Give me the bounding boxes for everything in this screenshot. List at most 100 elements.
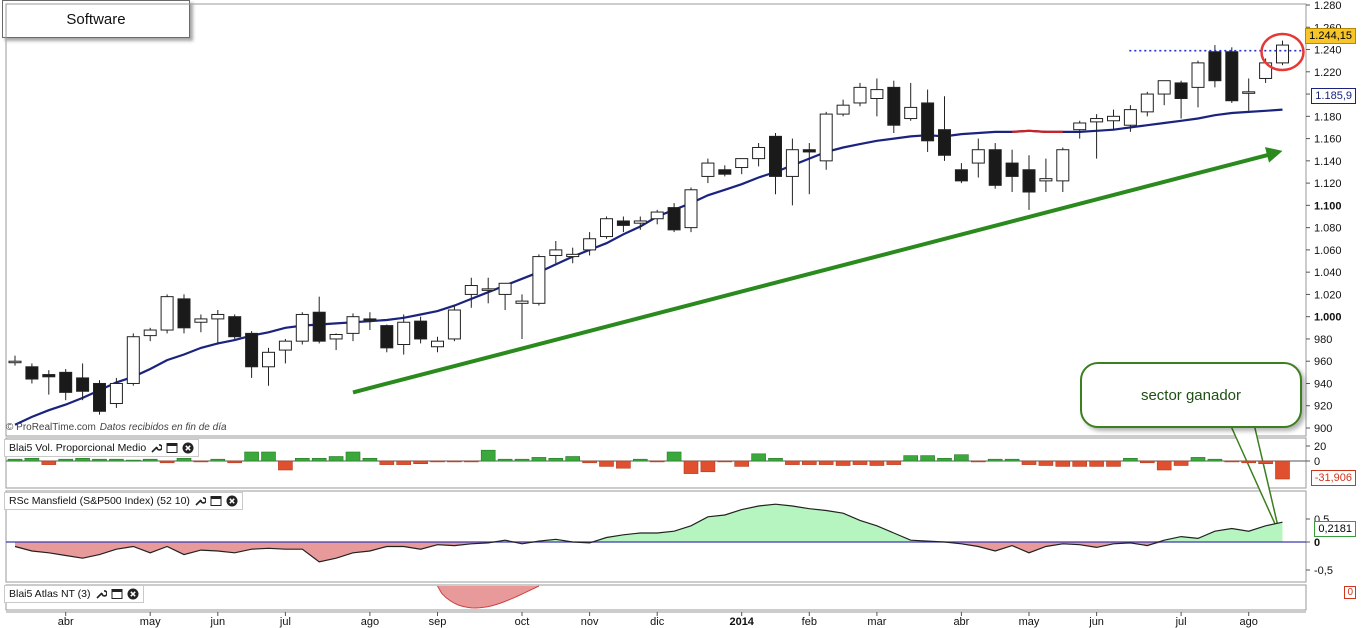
x-tick-label: jul xyxy=(1175,616,1187,628)
candle-up xyxy=(870,89,884,100)
atlas-last-badge: 0 xyxy=(1344,586,1356,599)
candle-up xyxy=(752,146,766,160)
volume-bar-down xyxy=(599,460,614,467)
candle-up xyxy=(549,249,563,256)
rsc-panel-header: RSc Mansfield (S&P500 Index) (52 10) xyxy=(4,492,243,510)
candle-up xyxy=(1123,109,1137,126)
candle-up xyxy=(1242,91,1256,94)
atlas-panel-header: Blai5 Atlas NT (3) xyxy=(4,585,144,603)
candle-up xyxy=(904,106,918,120)
candle-down xyxy=(988,149,1002,186)
x-tick-label: jul xyxy=(279,616,291,628)
candle-down xyxy=(25,366,39,380)
candle-down xyxy=(380,325,394,349)
close-icon[interactable] xyxy=(226,495,238,507)
candle-down xyxy=(363,318,377,321)
candle-up xyxy=(1276,44,1289,64)
volume-bar-up xyxy=(109,458,124,462)
candle-down xyxy=(245,332,259,368)
window-icon[interactable] xyxy=(166,442,178,454)
y-tick-label: 1.220 xyxy=(1314,67,1342,79)
candle-up xyxy=(397,321,411,346)
annotation-callout: sector ganador xyxy=(1080,362,1302,428)
volume-bar-down xyxy=(734,460,750,467)
candle-up xyxy=(447,309,461,340)
candle-up xyxy=(126,336,140,384)
volume-bar-down xyxy=(227,460,242,464)
trendline-arrowhead xyxy=(1265,147,1283,163)
wrench-icon[interactable] xyxy=(95,588,107,600)
volume-bar-up xyxy=(126,459,141,462)
volume-bar-down xyxy=(430,460,445,463)
volume-tick-label: 20 xyxy=(1314,441,1326,453)
volume-bar-down xyxy=(41,460,57,465)
volume-bar-down xyxy=(616,460,631,469)
panel-frame xyxy=(5,437,1307,489)
candle-up xyxy=(1191,62,1205,88)
y-tick-label: 1.140 xyxy=(1314,156,1342,168)
volume-bar-down xyxy=(801,460,817,465)
x-tick-label: oct xyxy=(515,616,530,628)
candle-up xyxy=(498,282,512,295)
volume-bar-up xyxy=(497,458,513,462)
x-tick-label: may xyxy=(1019,616,1040,628)
panel-frame xyxy=(5,490,1307,583)
candle-up xyxy=(1073,122,1087,131)
candle-up xyxy=(1107,115,1120,122)
rsc-negative-area xyxy=(15,542,1283,562)
volume-bar-down xyxy=(1106,460,1121,467)
volume-bar-up xyxy=(548,457,564,462)
candle-down xyxy=(1022,169,1036,193)
wrench-icon[interactable] xyxy=(150,442,163,454)
volume-bar-down xyxy=(1173,460,1189,466)
y-tick-label: 920 xyxy=(1314,401,1332,413)
volume-bar-up xyxy=(7,458,23,462)
candle-down xyxy=(616,220,630,226)
volume-bar-up xyxy=(142,458,158,462)
candle-down xyxy=(769,135,782,177)
volume-bar-up xyxy=(632,458,648,462)
candle-up xyxy=(633,220,647,224)
candle-up xyxy=(346,316,360,334)
candle-up xyxy=(853,86,867,104)
wrench-icon[interactable] xyxy=(194,495,206,507)
x-tick-label: abr xyxy=(58,616,74,628)
candle-up xyxy=(464,285,478,295)
volume-bar-up xyxy=(514,458,530,462)
candle-up xyxy=(1157,80,1171,95)
volume-panel-label: Blai5 Vol. Proporcional Medio xyxy=(9,442,147,454)
x-tick-label: jun xyxy=(1088,616,1104,628)
close-icon[interactable] xyxy=(182,442,194,454)
y-tick-label: 1.000 xyxy=(1314,312,1342,324)
ma-price-badge: 1.185,9 xyxy=(1311,88,1356,104)
x-tick-label: ago xyxy=(361,616,379,628)
y-tick-label: 1.100 xyxy=(1314,200,1342,212)
volume-bar-up xyxy=(261,451,276,462)
rsc-last-badge: 0,2181 xyxy=(1314,521,1356,537)
candle-up xyxy=(295,313,309,342)
candle-up xyxy=(1140,93,1154,113)
x-tick-label: may xyxy=(140,616,161,628)
candle-down xyxy=(312,311,326,342)
candle-up xyxy=(160,296,174,331)
close-icon[interactable] xyxy=(127,588,139,600)
volume-bar-down xyxy=(970,460,986,463)
volume-bar-down xyxy=(1072,460,1087,467)
candle-up xyxy=(211,313,225,320)
price-panel xyxy=(8,32,1305,536)
volume-bar-down xyxy=(1156,460,1172,471)
window-icon[interactable] xyxy=(210,495,222,507)
window-icon[interactable] xyxy=(111,588,123,600)
candle-up xyxy=(262,351,275,368)
moving-average-line xyxy=(14,108,1283,426)
volume-bar-up xyxy=(565,456,581,462)
candle-down xyxy=(1208,51,1222,82)
volume-bar-down xyxy=(1021,460,1037,465)
candle-up xyxy=(481,288,495,291)
candle-up xyxy=(1090,118,1104,123)
volume-bar-up xyxy=(244,451,259,462)
callout-pointer xyxy=(1228,423,1281,536)
candle-up xyxy=(583,238,597,251)
volume-bar-down xyxy=(852,460,868,465)
volume-last-badge: -31,906 xyxy=(1310,470,1356,486)
